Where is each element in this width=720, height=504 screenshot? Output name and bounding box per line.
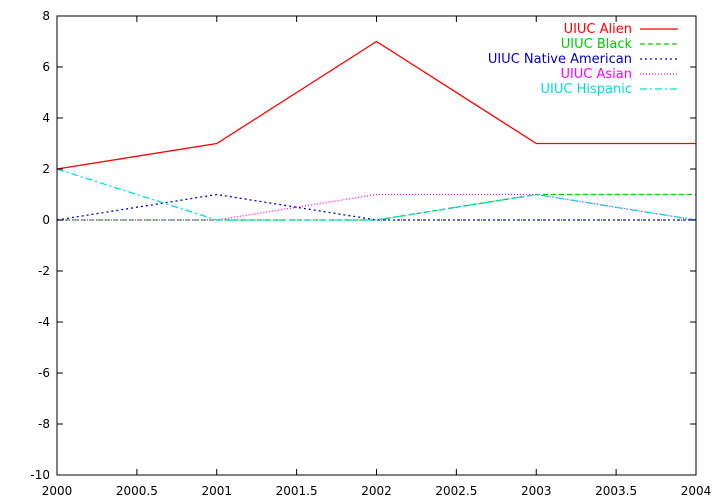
- x-tick-label: 2000.5: [116, 484, 158, 498]
- y-tick-label: -10: [30, 468, 50, 482]
- series-layer: [56, 40, 697, 221]
- y-tick-label: -8: [38, 417, 50, 431]
- legend-label-2: UIUC Native American: [488, 52, 632, 67]
- y-tick-label: 6: [42, 60, 50, 74]
- x-tick-label: 2003: [521, 484, 552, 498]
- series-line-3: [57, 193, 697, 221]
- x-tick-label: 2003.5: [595, 484, 637, 498]
- y-tick-label: -4: [38, 315, 50, 329]
- legend-label-1: UIUC Black: [561, 37, 633, 52]
- x-tick-label: 2002.5: [435, 484, 477, 498]
- y-tick-label: 4: [42, 111, 50, 125]
- legend-label-3: UIUC Asian: [560, 67, 632, 82]
- x-axis-ticks: 2000 2000.5 2001 2001.5 2002 2002.5 2003 2003.5…: [42, 16, 712, 498]
- x-tick-label: 2002: [361, 484, 392, 498]
- y-tick-label: 8: [42, 9, 50, 23]
- y-tick-label: 2: [42, 162, 50, 176]
- legend-label-0: UIUC Alien: [564, 22, 632, 37]
- x-tick-label: 2004: [681, 484, 712, 498]
- series-line-4: [56, 168, 697, 221]
- x-tick-label: 2001: [201, 484, 232, 498]
- series-line-1: [57, 193, 696, 221]
- x-tick-label: 2001.5: [276, 484, 318, 498]
- y-tick-label: 0: [42, 213, 50, 227]
- y-tick-label: -2: [38, 264, 50, 278]
- series-line-2: [56, 193, 696, 221]
- y-axis-ticks: -10 -8 -6 -4 -2 0 2 4 6 8: [30, 9, 696, 482]
- x-tick-label: 2000: [42, 484, 73, 498]
- legend-label-4: UIUC Hispanic: [541, 82, 632, 97]
- series-line-0: [56, 40, 696, 170]
- y-tick-label: -6: [38, 366, 50, 380]
